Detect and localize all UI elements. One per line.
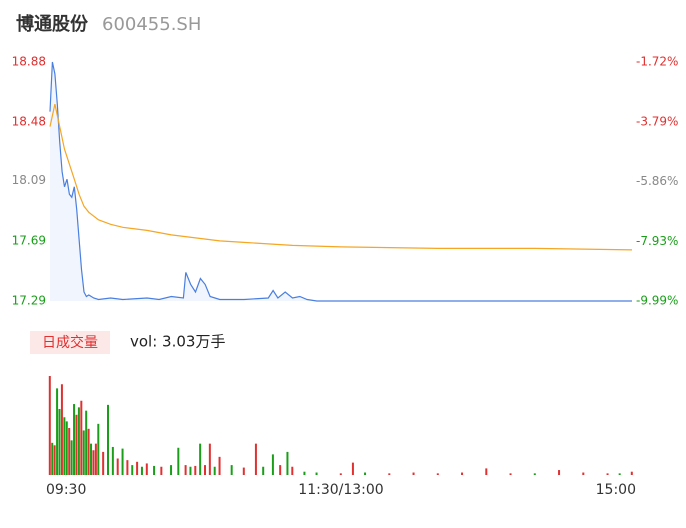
y2-tick-label: -9.99%	[636, 294, 678, 308]
volume-bar	[80, 400, 83, 475]
y-tick-label: 18.09	[12, 173, 46, 187]
volume-bar	[558, 470, 561, 475]
volume-bar	[184, 465, 187, 475]
volume-bar	[102, 451, 105, 475]
volume-bar	[145, 463, 148, 475]
volume-bar	[131, 465, 134, 475]
volume-bar	[153, 465, 156, 475]
volume-bar	[230, 465, 233, 475]
volume-bar	[582, 472, 585, 475]
volume-bar	[65, 421, 68, 475]
volume-bar	[73, 404, 76, 475]
volume-bar	[364, 472, 367, 475]
volume-bar	[271, 454, 274, 475]
y-tick-label: 18.88	[12, 55, 46, 69]
volume-bar	[254, 443, 257, 475]
volume-bar	[412, 472, 415, 475]
volume-summary: vol: 3.03万手	[130, 333, 225, 351]
y2-tick-label: -3.79%	[636, 114, 678, 128]
volume-label: 日成交量	[42, 334, 98, 351]
volume-bar	[77, 407, 80, 475]
volume-bar	[279, 465, 282, 475]
volume-bar	[388, 473, 391, 475]
volume-bar	[48, 376, 51, 475]
volume-bar	[315, 472, 318, 475]
volume-bar	[286, 451, 289, 475]
price-line	[49, 61, 632, 302]
volume-bar	[75, 414, 78, 475]
volume-bar	[121, 448, 124, 475]
volume-bar	[116, 458, 119, 475]
volume-bar	[51, 442, 54, 475]
x-tick-label: 15:00	[596, 482, 636, 498]
volume-bar	[630, 471, 633, 475]
y2-tick-label: -7.93%	[636, 234, 678, 248]
volume-bar	[160, 466, 163, 475]
volume-bar	[461, 472, 464, 475]
volume-bar	[436, 473, 439, 475]
volume-bar	[485, 468, 488, 475]
volume-bar	[94, 443, 97, 475]
volume-bar	[291, 466, 294, 475]
volume-bar	[87, 428, 90, 475]
volume-bar	[140, 466, 143, 475]
volume-bar	[82, 430, 85, 475]
volume-bar	[339, 473, 342, 475]
volume-bar	[204, 465, 206, 475]
volume-bar	[126, 460, 129, 475]
volume-bar	[208, 443, 211, 475]
x-tick-label: 09:30	[46, 482, 86, 498]
y2-tick-label: -1.72%	[636, 55, 678, 69]
volume-bar	[97, 423, 100, 475]
volume-bar	[170, 465, 173, 475]
y-tick-label: 18.48	[12, 115, 46, 129]
volume-bar	[213, 466, 216, 475]
volume-bar	[218, 456, 221, 475]
volume-label-bg	[30, 331, 110, 354]
average-line	[49, 103, 633, 251]
volume-bar	[90, 443, 93, 475]
volume-bar	[60, 384, 63, 475]
volume-bar	[189, 466, 192, 475]
volume-bar	[111, 446, 114, 475]
volume-bar	[68, 427, 71, 475]
volume-bar	[85, 410, 88, 475]
volume-bar	[177, 447, 180, 475]
volume-bar	[194, 465, 197, 475]
volume-bar	[56, 388, 59, 475]
volume-bar	[509, 473, 512, 475]
volume-bar	[70, 440, 73, 475]
volume-bar	[533, 473, 536, 475]
volume-bar	[63, 417, 66, 475]
stock-name: 博通股份	[16, 13, 89, 35]
volume-bar	[606, 473, 609, 475]
volume-bar	[199, 443, 202, 475]
volume-bar	[303, 471, 306, 475]
y2-tick-label: -5.86%	[636, 174, 678, 188]
y-tick-label: 17.69	[12, 233, 46, 247]
stock-code: 600455.SH	[102, 14, 201, 35]
volume-bar	[618, 473, 621, 475]
volume-bar	[58, 409, 61, 475]
x-tick-label: 11:30/13:00	[298, 482, 383, 498]
price-area	[50, 62, 632, 301]
volume-bar	[136, 461, 139, 475]
y-tick-label: 17.29	[12, 294, 46, 308]
volume-bar	[53, 445, 56, 475]
volume-bar	[107, 404, 109, 475]
volume-bar	[242, 467, 245, 475]
volume-bar	[262, 466, 265, 475]
volume-bar	[351, 462, 354, 475]
volume-bar	[92, 450, 95, 475]
